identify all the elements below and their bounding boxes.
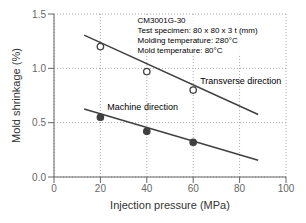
svg-text:20: 20 bbox=[95, 183, 107, 194]
svg-text:80: 80 bbox=[234, 183, 246, 194]
svg-text:Machine direction: Machine direction bbox=[107, 102, 178, 112]
svg-text:1.5: 1.5 bbox=[32, 9, 46, 20]
svg-text:40: 40 bbox=[141, 183, 153, 194]
svg-text:Injection pressure (MPa): Injection pressure (MPa) bbox=[110, 199, 230, 211]
svg-text:Transverse direction: Transverse direction bbox=[200, 76, 281, 86]
svg-text:Mold shrinkage (%): Mold shrinkage (%) bbox=[10, 48, 22, 143]
svg-text:0: 0 bbox=[51, 183, 57, 194]
svg-text:0.0: 0.0 bbox=[32, 172, 46, 183]
html-text:CM3001G-30 Test specimen: 80 x: CM3001G-30 Test specimen: 80 x 80 x 3 t … bbox=[137, 16, 258, 55]
svg-text:60: 60 bbox=[188, 183, 200, 194]
svg-text:0.5: 0.5 bbox=[32, 117, 46, 128]
svg-text:100: 100 bbox=[278, 183, 295, 194]
svg-text:1.0: 1.0 bbox=[32, 63, 46, 74]
